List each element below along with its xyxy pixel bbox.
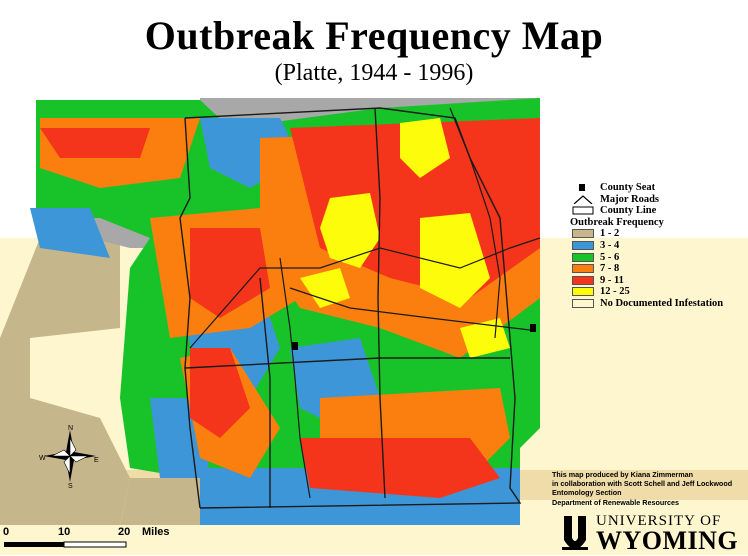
university-logo: UNIVERSITY OF WYOMING: [556, 512, 748, 555]
legend-major-roads: Major Roads: [570, 194, 748, 206]
legend-label: County Seat: [600, 182, 656, 193]
legend-swatch: [572, 229, 594, 239]
region-red-2: [190, 228, 270, 318]
university-u-icon: [562, 516, 588, 550]
legend-title: Outbreak Frequency: [570, 216, 664, 228]
region-yellow-3: [420, 213, 490, 308]
region-yellow-5: [460, 318, 510, 358]
legend-class: No Documented Infestation: [570, 298, 748, 310]
legend-frequency-title: Outbreak Frequency: [570, 217, 748, 229]
credit-line: This map produced by Kiana Zimmerman: [552, 470, 693, 479]
credit-line: in collaboration with Scott Schell and J…: [552, 479, 733, 489]
outside-tan-west: [0, 238, 130, 525]
scale-tick-10: 10: [58, 526, 71, 538]
credit-line: Entomology Section: [552, 488, 622, 498]
legend-label: Major Roads: [600, 193, 660, 205]
major-roads: [189, 107, 540, 499]
legend-swatch: [572, 275, 594, 285]
map-legend: County Seat Major Roads County Line Outb…: [570, 182, 748, 310]
credit-line: Department of Renewable Resources: [552, 497, 680, 507]
compass-n: N: [68, 425, 73, 432]
scale-bar-graphic: [4, 541, 127, 548]
compass-rose-icon: N S E W: [39, 425, 99, 488]
map-credits: This map produced by Kiana Zimmerman in …: [552, 470, 732, 507]
county-seat-icon: [579, 184, 585, 191]
legend-swatch: [572, 287, 594, 297]
region-red-3: [190, 348, 250, 438]
legend-class: 5 - 6: [570, 252, 748, 264]
region-yellow-4: [300, 268, 350, 308]
legend-label: 5 - 6: [600, 251, 620, 263]
legend-class: 12 - 25: [570, 286, 748, 298]
county-seat-marker: [292, 342, 298, 350]
compass-s: S: [68, 483, 73, 488]
legend-swatch: [572, 298, 594, 308]
county-seat-marker: [530, 324, 536, 332]
scale-tick-20: 20: [118, 526, 131, 538]
legend-county-line: County Line: [570, 205, 748, 217]
legend-county-seat: County Seat: [570, 182, 748, 194]
county-line-icon: [572, 206, 594, 215]
outbreak-map: [0, 98, 540, 525]
legend-swatch: [572, 252, 594, 262]
legend-swatch: [572, 264, 594, 274]
scale-unit: Miles: [142, 526, 170, 538]
legend-label: 12 - 25: [600, 286, 630, 298]
scale-tick-0: 0: [3, 526, 10, 538]
logo-line2: WYOMING: [596, 526, 739, 555]
compass-e: E: [94, 457, 99, 464]
scale-bar: 0 10 20 Miles: [0, 526, 200, 555]
legend-label: 3 - 4: [600, 239, 620, 251]
road-line-icon: [573, 194, 593, 204]
compass-w: W: [39, 455, 46, 462]
map-title: Outbreak Frequency Map: [144, 13, 604, 58]
legend-label: 9 - 11: [600, 274, 624, 286]
legend-label: No Documented Infestation: [600, 297, 724, 309]
legend-label: County Line: [600, 205, 657, 217]
legend-label: 7 - 8: [600, 263, 620, 275]
legend-class: 9 - 11: [570, 275, 748, 287]
region-tan-south: [120, 478, 200, 525]
legend-class: 3 - 4: [570, 240, 748, 252]
logo-line1: UNIVERSITY OF: [596, 513, 722, 529]
legend-label: 1 - 2: [600, 228, 620, 240]
region-yellow-2: [400, 118, 450, 178]
region-red-4: [300, 438, 500, 498]
region-blue-6: [30, 208, 110, 258]
region-yellow-1: [320, 193, 380, 268]
region-red-5: [40, 128, 150, 158]
legend-class: 7 - 8: [570, 263, 748, 275]
legend-swatch: [572, 240, 594, 250]
county-lines: [179, 107, 522, 509]
legend-class: 1 - 2: [570, 228, 748, 240]
map-subtitle: (Platte, 1944 - 1996): [274, 60, 474, 86]
